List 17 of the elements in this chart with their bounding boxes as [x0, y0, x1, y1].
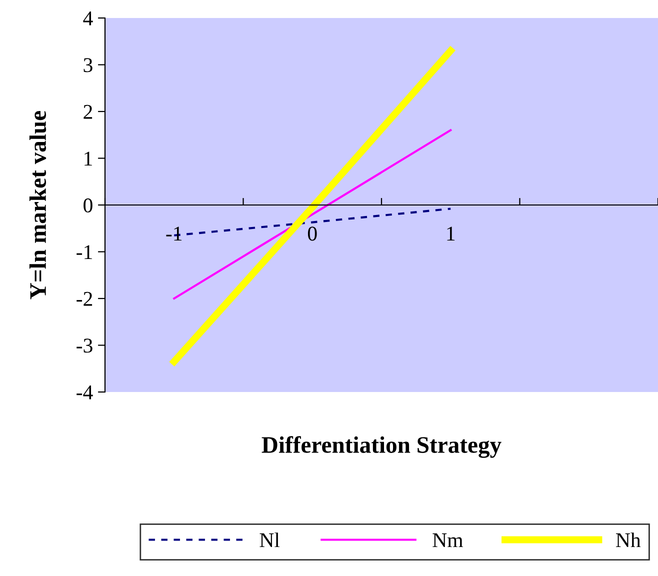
- y-tick-label: -3: [76, 338, 92, 353]
- legend-label: Nh: [616, 532, 641, 548]
- x-tick-label: -1: [166, 226, 182, 240]
- y-tick-label: -1: [76, 245, 92, 259]
- y-axis-title: Y=ln market value: [29, 111, 46, 300]
- y-tick-label: 1: [84, 152, 92, 166]
- x-tick-label: 0: [308, 226, 317, 241]
- x-axis-title: Differentiation Strategy: [262, 436, 502, 458]
- legend-label: Nm: [432, 533, 463, 548]
- y-tick-label: 4: [83, 12, 93, 26]
- x-tick-label: 1: [447, 226, 455, 240]
- legend-label: Nl: [260, 532, 280, 548]
- y-tick-label: 0: [84, 198, 92, 212]
- y-tick-label: 3: [84, 58, 92, 72]
- y-tick-label: 2: [84, 104, 92, 119]
- y-tick-label: -4: [76, 386, 93, 400]
- y-tick-label: -2: [76, 292, 92, 306]
